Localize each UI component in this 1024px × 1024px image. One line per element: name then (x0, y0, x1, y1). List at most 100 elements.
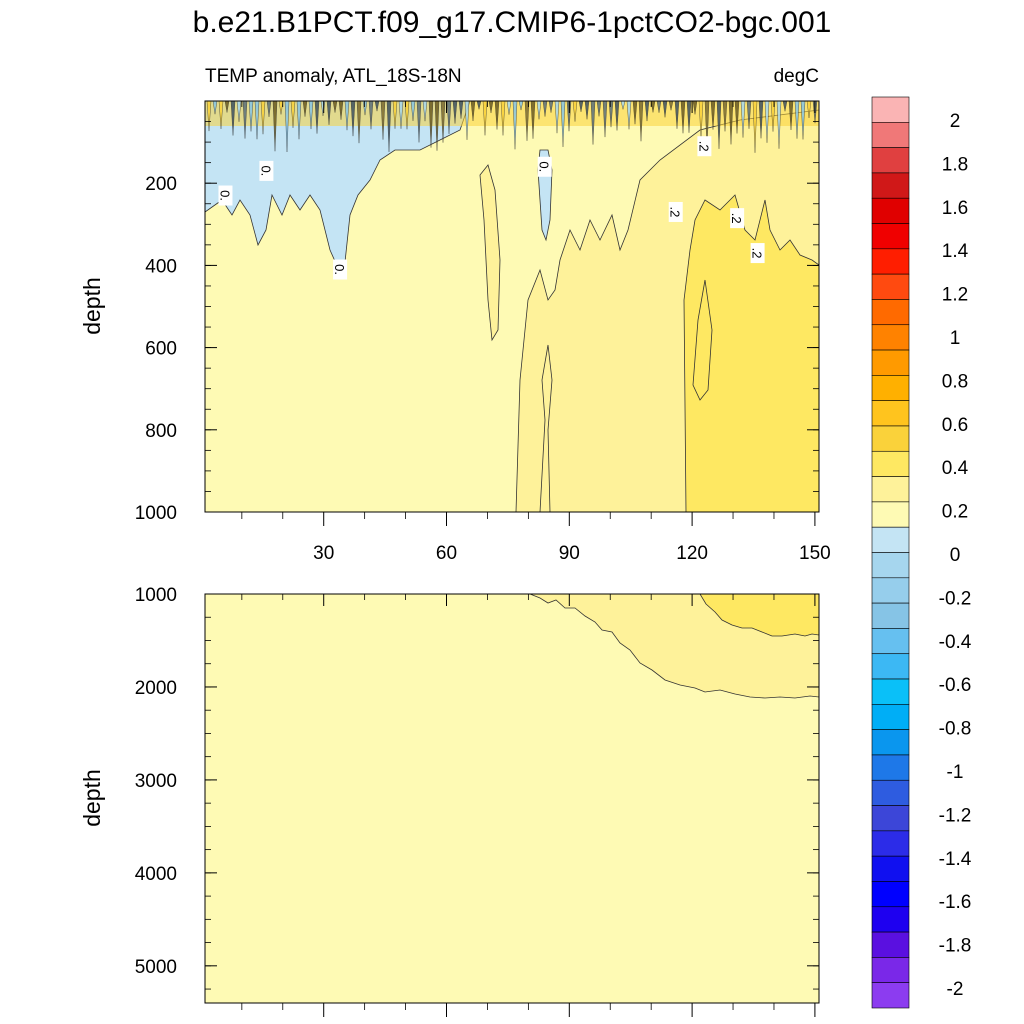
surface-stripe (374, 101, 380, 112)
colorbar-tick-label: 0.8 (942, 371, 968, 392)
surface-stripe (392, 101, 398, 129)
surface-stripe (398, 101, 404, 129)
surface-stripe (212, 101, 218, 115)
surface-stripe (734, 101, 740, 134)
x-tick-label: 90 (559, 543, 580, 564)
colorbar-swatch (871, 324, 910, 351)
surface-stripe (506, 101, 512, 115)
surface-stripe (344, 101, 350, 131)
colorbar-swatch (871, 501, 910, 528)
colorbar-swatch (871, 855, 910, 882)
upper-yellow-region (683, 194, 819, 512)
colorbar-tick-label: 2 (950, 111, 961, 132)
surface-stripe (296, 101, 302, 140)
surface-stripe (314, 101, 320, 134)
colorbar-swatch (871, 957, 910, 983)
surface-stripe (500, 101, 506, 136)
y-tick-label: 400 (145, 256, 177, 277)
surface-stripe (602, 101, 608, 138)
contour-label: 0. (537, 156, 552, 177)
colorbar-tick-label: 0.2 (942, 502, 968, 523)
colorbar-swatch (871, 779, 910, 806)
contour-label: .2 (696, 136, 712, 157)
colorbar-tick-label: -1.6 (939, 892, 972, 913)
colorbar-swatch (871, 425, 910, 452)
surface-stripe (770, 101, 776, 132)
surface-stripe (764, 101, 770, 143)
colorbar-swatch (871, 375, 910, 401)
surface-stripe (704, 101, 710, 150)
upper-plot: 0. 0. 0. 0. .2 .2 .2 .2 200 400 600 800 1000 30 60 90… (79, 100, 831, 564)
upper-y-axis: 200 400 600 800 1000 (135, 100, 819, 524)
colorbar-tick-label: 1.6 (942, 198, 968, 219)
surface-stripe (428, 101, 434, 148)
surface-stripe (698, 101, 704, 139)
colorbar-swatch (871, 400, 910, 427)
x-tick-label: 60 (436, 543, 457, 564)
upper-contour-labels: 0. 0. 0. 0. .2 .2 .2 .2 (217, 136, 765, 280)
surface-stripe (422, 101, 428, 122)
surface-stripe (410, 101, 416, 121)
svg-text:.2: .2 (696, 141, 711, 152)
colorbar-swatch (871, 577, 910, 604)
surface-stripe (476, 101, 482, 110)
surface-stripe (800, 101, 806, 140)
x-tick-label: 150 (799, 543, 831, 564)
colorbar-tick-label: -0.6 (939, 675, 972, 696)
x-tick-label: 120 (676, 543, 708, 564)
y-tick-label: 1000 (135, 585, 177, 606)
svg-text:0.: 0. (332, 264, 347, 275)
colorbar-tick-label: -1 (947, 762, 964, 783)
surface-stripe (272, 101, 278, 152)
contour-label: 0. (332, 259, 348, 280)
colorbar-swatch (871, 881, 910, 908)
surface-stripe (740, 101, 746, 138)
colorbar-swatch (871, 754, 910, 781)
surface-stripe (650, 101, 656, 113)
surface-stripe (638, 101, 644, 142)
lower-x-axis (241, 594, 816, 1017)
colorbar-swatch (871, 273, 910, 300)
surface-stripe (608, 101, 614, 128)
y-tick-label: 4000 (135, 864, 177, 885)
surface-stripe (542, 101, 548, 117)
surface-stripe (782, 101, 788, 112)
surface-stripe (752, 101, 758, 153)
surface-stripe (266, 101, 272, 117)
surface-stripe (536, 101, 542, 120)
colorbar-swatch (871, 552, 910, 579)
surface-stripe (452, 101, 458, 124)
surface-stripe (560, 101, 566, 147)
colorbar-tick-label: 1.8 (942, 154, 968, 175)
surface-stripe (488, 101, 494, 114)
colorbar-tick-label: -0.2 (939, 588, 972, 609)
colorbar-swatch (871, 197, 910, 224)
colorbar-tick-label: 0.6 (942, 415, 968, 436)
lower-y-axis: 1000 2000 3000 4000 5000 (135, 585, 819, 990)
surface-stripe (356, 101, 362, 144)
surface-stripe (746, 101, 752, 129)
svg-text:.2: .2 (668, 207, 683, 218)
colorbar-tick-label: -2 (947, 979, 964, 1000)
colorbar-swatch (871, 729, 910, 756)
upper-y-axis-label: depth (79, 277, 105, 335)
colorbar-swatch (871, 906, 910, 933)
colorbar-tick-label: 0 (950, 545, 961, 566)
colorbar-swatch (871, 223, 910, 250)
surface-stripe (614, 101, 620, 131)
colorbar-swatch (871, 172, 910, 199)
surface-stripe (530, 101, 536, 139)
surface-stripe (692, 101, 698, 115)
surface-stripe (674, 101, 680, 129)
colorbar-tick-label: 0.4 (942, 458, 969, 479)
surface-stripe (518, 101, 524, 111)
surface-stripe (524, 101, 530, 141)
surface-stripe (218, 101, 224, 129)
surface-stripe (680, 101, 686, 134)
colorbar-swatch (871, 147, 910, 174)
surface-stripe (482, 101, 488, 136)
svg-text:0.: 0. (217, 190, 232, 201)
lower-y-axis-label: depth (79, 769, 105, 827)
surface-stripe (380, 101, 386, 140)
colorbar-swatch (871, 931, 910, 958)
